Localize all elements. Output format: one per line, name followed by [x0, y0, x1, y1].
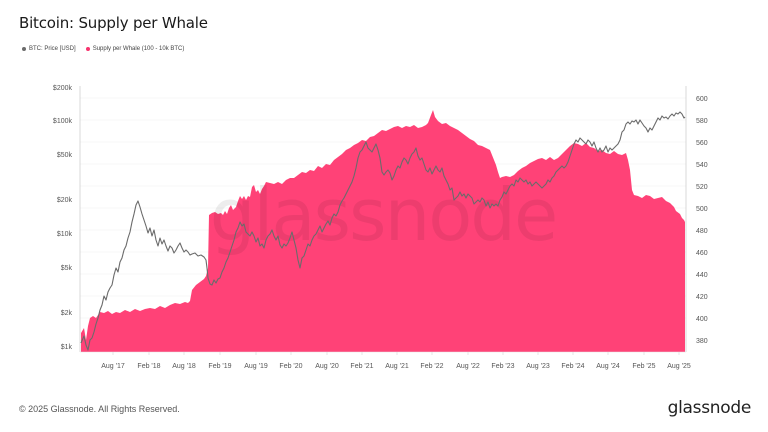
svg-text:Feb '24: Feb '24: [561, 363, 584, 370]
svg-text:$50k: $50k: [57, 152, 73, 159]
svg-text:540: 540: [696, 162, 708, 169]
x-axis-labels: Aug '17 Feb '18 Aug '18 Feb '19 Aug '19 …: [101, 363, 691, 370]
svg-text:Aug '18: Aug '18: [172, 363, 196, 370]
svg-text:380: 380: [696, 338, 708, 345]
svg-text:$5k: $5k: [61, 265, 73, 272]
legend-label-price: BTC: Price [USD]: [29, 46, 76, 52]
svg-text:$20k: $20k: [57, 197, 73, 204]
svg-text:460: 460: [696, 250, 708, 257]
svg-text:$1k: $1k: [61, 344, 73, 351]
right-axis-labels: 600 580 560 540 520 500 480 460 440 420 …: [696, 96, 708, 345]
x-axis-ticks: [112, 352, 680, 355]
svg-text:Feb '19: Feb '19: [208, 363, 231, 370]
svg-text:$200k: $200k: [53, 85, 73, 92]
left-axis-labels: $200k $100k $50k $20k $10k $5k $2k $1k: [53, 85, 73, 351]
svg-text:500: 500: [696, 206, 708, 213]
svg-text:480: 480: [696, 228, 708, 235]
svg-text:Feb '18: Feb '18: [137, 363, 160, 370]
svg-text:Aug '21: Aug '21: [385, 363, 409, 370]
svg-text:400: 400: [696, 316, 708, 323]
legend-item-price[interactable]: BTC: Price [USD]: [22, 46, 76, 52]
svg-text:Feb '23: Feb '23: [491, 363, 514, 370]
svg-text:Aug '24: Aug '24: [596, 363, 620, 370]
svg-text:Aug '19: Aug '19: [244, 363, 268, 370]
svg-text:$10k: $10k: [57, 231, 73, 238]
supply-per-whale-area: [81, 110, 685, 352]
btc-price-line: [80, 111, 686, 351]
svg-text:Feb '22: Feb '22: [420, 363, 443, 370]
svg-text:Feb '21: Feb '21: [350, 363, 373, 370]
svg-text:420: 420: [696, 294, 708, 301]
legend-label-supply: Supply per Whale (100 - 10k BTC): [92, 46, 185, 52]
svg-text:Aug '23: Aug '23: [526, 363, 550, 370]
svg-text:Aug '25: Aug '25: [667, 363, 691, 370]
svg-text:520: 520: [696, 184, 708, 191]
chart-legend: BTC: Price [USD] Supply per Whale (100 -…: [22, 46, 184, 52]
legend-item-supply[interactable]: Supply per Whale (100 - 10k BTC): [85, 46, 185, 52]
svg-text:580: 580: [696, 118, 708, 125]
svg-text:600: 600: [696, 96, 708, 103]
svg-text:440: 440: [696, 272, 708, 279]
legend-dot-price-icon: [22, 47, 26, 51]
copyright-text: © 2025 Glassnode. All Rights Reserved.: [19, 404, 180, 414]
chart-plot: glassnode $200k $100k $50k $20k $10k $5k…: [53, 85, 708, 370]
svg-text:$100k: $100k: [53, 118, 73, 125]
svg-text:$2k: $2k: [61, 310, 73, 317]
svg-text:Feb '25: Feb '25: [632, 363, 655, 370]
glassnode-logo: glassnode: [667, 398, 752, 418]
svg-text:Aug '17: Aug '17: [101, 363, 125, 370]
svg-text:Aug '20: Aug '20: [315, 363, 339, 370]
chart-title: Bitcoin: Supply per Whale: [19, 14, 208, 32]
svg-text:Aug '22: Aug '22: [456, 363, 480, 370]
svg-text:Feb '20: Feb '20: [279, 363, 302, 370]
svg-text:560: 560: [696, 140, 708, 147]
watermark: glassnode: [210, 173, 557, 257]
legend-dot-supply-icon: [85, 47, 90, 51]
